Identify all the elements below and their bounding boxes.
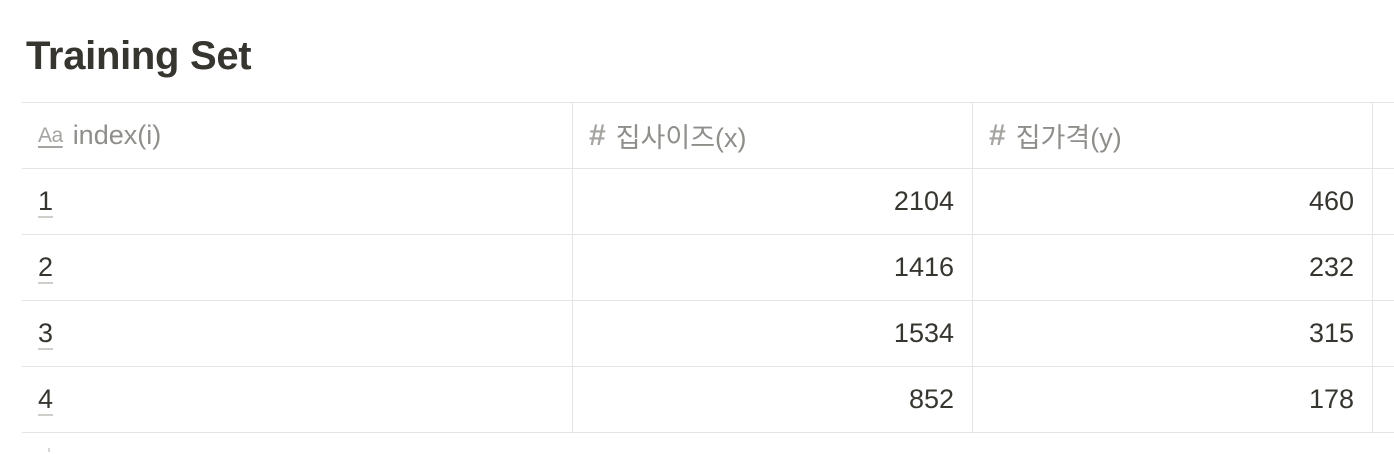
table-row: 4 852 178 <box>22 367 1394 433</box>
page-title: Training Set <box>26 34 252 78</box>
table-header-row: Aa index(i) # 집사이즈(x) # 집가격(y) <box>22 103 1394 169</box>
table-row: 2 1416 232 <box>22 235 1394 301</box>
cell-spacer <box>1373 367 1394 432</box>
cell-size[interactable]: 1416 <box>573 235 973 300</box>
cell-price[interactable]: 460 <box>973 169 1373 234</box>
column-header-spacer <box>1373 103 1394 168</box>
cell-spacer <box>1373 235 1394 300</box>
row-index-link[interactable]: 3 <box>38 318 54 348</box>
cell-index[interactable]: 1 <box>22 169 573 234</box>
column-header-index[interactable]: Aa index(i) <box>22 103 573 168</box>
cell-index[interactable]: 3 <box>22 301 573 366</box>
cell-price[interactable]: 232 <box>973 235 1373 300</box>
database-table: Aa index(i) # 집사이즈(x) # 집가격(y) 1 2104 46… <box>22 102 1394 433</box>
cell-price[interactable]: 315 <box>973 301 1373 366</box>
number-property-icon: # <box>989 118 1006 152</box>
cell-size[interactable]: 1534 <box>573 301 973 366</box>
cell-size[interactable]: 852 <box>573 367 973 432</box>
column-header-label: index(i) <box>72 120 162 150</box>
row-index-link[interactable]: 1 <box>38 186 54 216</box>
cell-index[interactable]: 4 <box>22 367 573 432</box>
column-header-price[interactable]: # 집가격(y) <box>973 103 1373 168</box>
cell-spacer <box>1373 301 1394 366</box>
number-property-icon: # <box>589 118 606 152</box>
cell-index[interactable]: 2 <box>22 235 573 300</box>
table-row: 1 2104 460 <box>22 169 1394 235</box>
cell-size[interactable]: 2104 <box>573 169 973 234</box>
text-property-icon: Aa <box>38 123 63 147</box>
cell-price[interactable]: 178 <box>973 367 1373 432</box>
row-index-link[interactable]: 4 <box>38 384 54 414</box>
column-header-label: 집사이즈(x) <box>615 123 747 153</box>
row-index-link[interactable]: 2 <box>38 252 54 282</box>
cell-spacer <box>1373 169 1394 234</box>
table-footer-mark <box>48 448 50 452</box>
column-header-label: 집가격(y) <box>1015 123 1122 153</box>
column-header-size[interactable]: # 집사이즈(x) <box>573 103 973 168</box>
table-row: 3 1534 315 <box>22 301 1394 367</box>
